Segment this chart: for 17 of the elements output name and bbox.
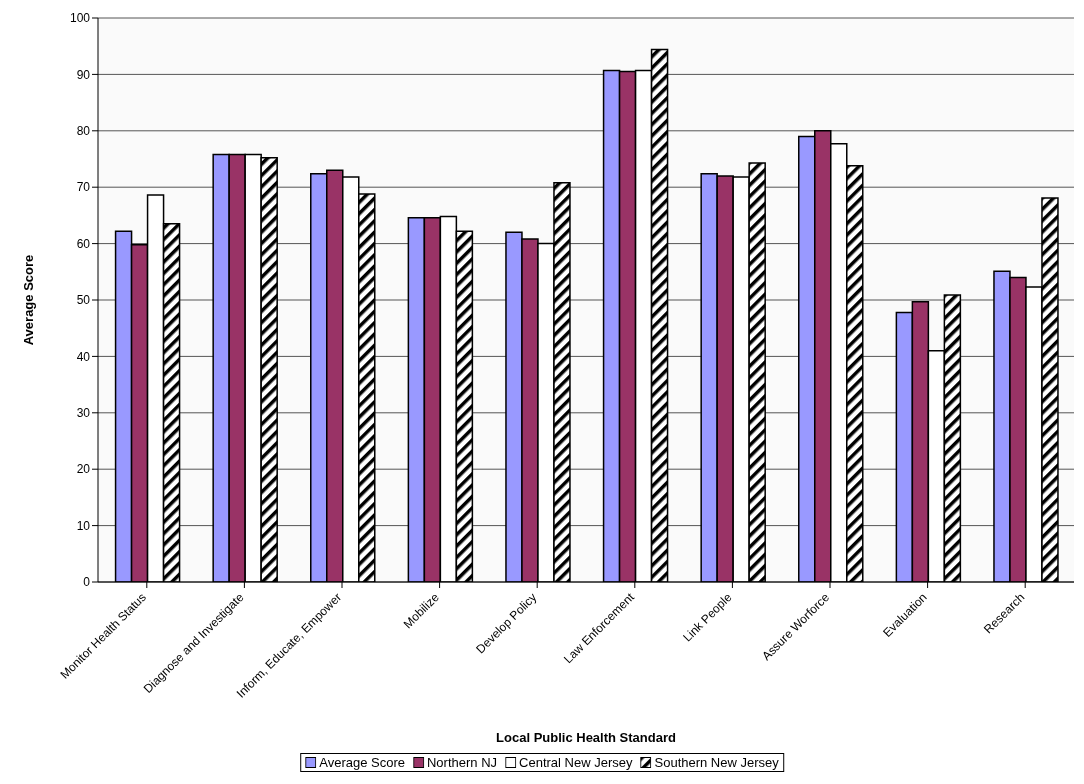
y-tick-label: 40 xyxy=(76,349,91,364)
legend-label: Northern NJ xyxy=(426,755,498,770)
y-tick-label: 90 xyxy=(76,67,91,82)
y-tick-label: 70 xyxy=(76,180,91,195)
legend-label: Central New Jersey xyxy=(519,755,633,770)
y-tick-label: 0 xyxy=(83,575,91,590)
y-tick-label: 80 xyxy=(76,124,91,139)
y-tick-label: 50 xyxy=(76,293,91,308)
y-tick-label: 100 xyxy=(69,11,91,26)
legend-label: Average Score xyxy=(319,755,405,770)
y-tick-label: 10 xyxy=(76,518,91,533)
y-tick-label: 60 xyxy=(76,236,91,251)
y-tick-label: 30 xyxy=(76,406,91,421)
x-axis-title: Local Public Health Standard xyxy=(496,730,676,745)
y-tick-label: 20 xyxy=(76,462,91,477)
legend-label: Southern New Jersey xyxy=(654,755,779,770)
y-axis-title: Average Score xyxy=(20,254,36,346)
